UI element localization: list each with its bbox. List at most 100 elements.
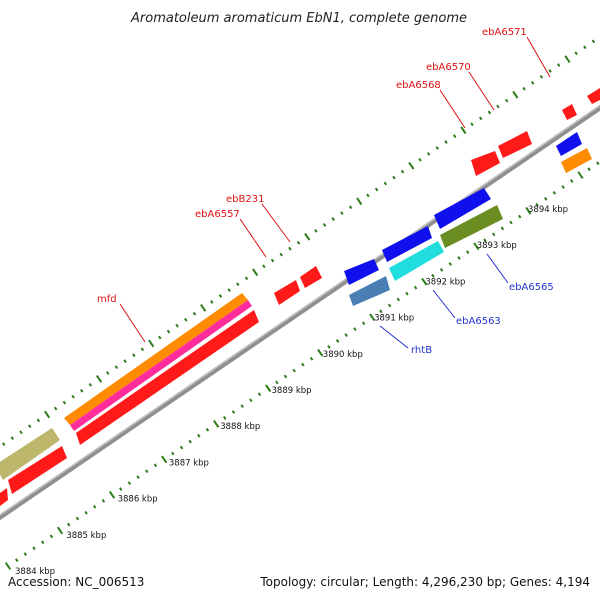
minor-tick [288,246,292,251]
minor-tick [118,487,123,491]
minor-tick [348,205,353,210]
gene-label-ebA6568[interactable]: ebA6568 [396,80,441,91]
minor-tick [88,382,93,387]
major-tick [317,348,324,357]
minor-tick [283,374,288,379]
major-tick [460,126,467,135]
genome-summary-text: Topology: circular; Length: 4,296,230 bp… [259,575,590,589]
minor-tick [231,410,236,414]
minor-tick [71,394,75,399]
minor-tick [522,86,526,91]
minor-tick [361,321,366,326]
gene-feature-ebA6557[interactable] [274,280,300,305]
gene-label-ebA6563[interactable]: ebA6563 [456,316,501,327]
gene-feature-ebA6571[interactable] [562,104,577,120]
minor-tick [583,45,587,50]
major-tick [265,384,272,393]
gene-feature-blue-3[interactable] [434,188,491,229]
gene-feature-right-edge-red[interactable] [587,88,600,104]
major-tick [304,232,311,241]
gene-label-ebA6557[interactable]: ebA6557 [195,209,240,220]
gene-feature-ebA6565[interactable] [440,205,503,248]
minor-tick [439,268,444,272]
gene-feature-red-left[interactable] [8,446,67,494]
minor-tick [340,211,344,215]
gene-feature-mfd-magenta[interactable] [70,300,252,431]
gene-feature-mfd-orange[interactable] [64,293,248,425]
major-tick [512,90,519,99]
minor-tick [179,445,184,450]
minor-tick [210,300,214,304]
accession-text: Accession: NC_006513 [8,575,144,589]
minor-tick [192,311,197,316]
gene-label-ebA6571[interactable]: ebA6571 [482,27,527,38]
minor-tick [366,193,370,198]
gene-feature-right-orange[interactable] [561,148,592,173]
major-tick [43,410,51,419]
minor-tick [444,140,448,144]
minor-tick [23,552,28,557]
major-tick [421,277,428,286]
gene-labels: ebA6571 ebA6570 ebA6568 ebB231 ebA6557 m… [97,27,554,356]
minor-tick [413,285,418,290]
leader-line-ebA6565 [486,253,509,284]
minor-tick [561,185,565,189]
gene-label-ebA6570[interactable]: ebA6570 [426,62,471,73]
major-tick [369,313,376,322]
minor-tick [236,282,240,287]
major-tick [95,375,103,383]
gene-feature-ebA6563[interactable] [389,241,444,281]
minor-tick [62,400,67,405]
gene-feature-mfd-red[interactable] [76,310,259,445]
gene-feature-left-edge[interactable] [0,488,8,506]
gene-label-mfd[interactable]: mfd [97,294,117,305]
minor-tick [387,303,392,308]
gene-feature-ebA6570[interactable] [498,131,532,158]
minor-tick [240,404,244,408]
minor-tick [483,238,487,243]
gene-label-ebA6565[interactable]: ebA6565 [509,282,554,293]
gene-feature-blue-2[interactable] [382,226,432,262]
minor-tick [331,217,335,221]
gene-label-ebB231[interactable]: ebB231 [226,194,264,205]
gene-feature-right-blue[interactable] [556,132,582,156]
minor-tick [140,347,145,352]
leader-line-ebA6568 [439,89,466,129]
minor-tick [279,252,283,257]
minor-tick [596,161,600,166]
minor-tick [36,418,41,423]
minor-tick [405,291,409,296]
major-tick [252,268,259,277]
scale-tick-label: 3890 kbp [323,350,363,360]
gene-feature-ebA6568[interactable] [471,151,500,176]
leader-line-ebA6570 [468,71,495,111]
gene-feature-blue-1[interactable] [344,259,379,285]
genome-title: Aromatoleum aromaticum EbN1, complete ge… [130,11,467,26]
minor-tick [227,288,231,292]
minor-tick [448,262,453,266]
scale-tick-label: 3885 kbp [66,531,106,541]
minor-tick [145,469,149,474]
minor-tick [244,276,249,281]
leader-line-ebB231 [261,203,291,243]
minor-tick [79,388,84,393]
minor-tick [249,398,253,403]
minor-tick [569,179,574,183]
major-tick [577,171,584,180]
minor-tick [309,356,314,361]
minor-tick [197,433,201,438]
backbone-group [0,104,600,521]
gene-label-rhtB[interactable]: rhtB [411,345,432,356]
gene-feature-khaki[interactable] [0,428,60,480]
minor-tick [509,220,513,225]
major-tick [213,420,220,428]
minor-tick [465,250,470,255]
minor-tick [175,323,179,328]
minor-tick [591,39,596,44]
gene-feature-ebB231[interactable] [300,266,322,288]
gene-feature-rhtB[interactable] [349,276,390,306]
minor-tick [400,169,405,174]
minor-tick [574,51,578,56]
minor-tick [84,510,88,515]
